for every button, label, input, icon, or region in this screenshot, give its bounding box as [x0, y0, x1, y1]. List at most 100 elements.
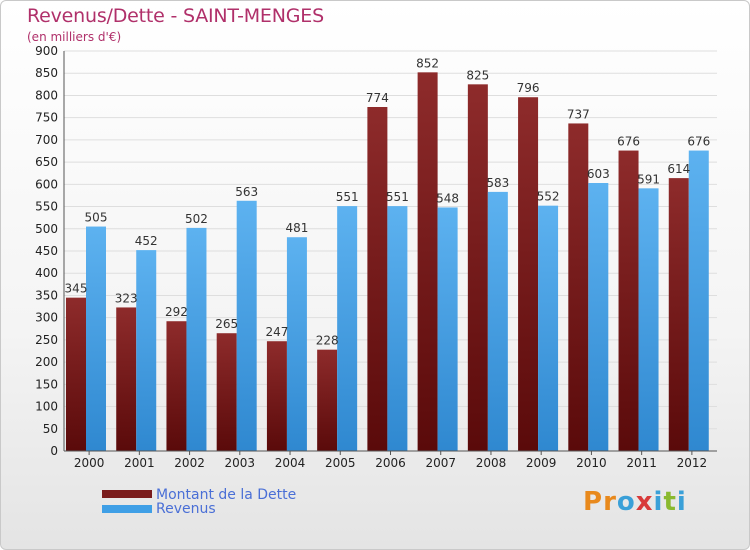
- bar-revenue: [186, 227, 207, 451]
- value-label-debt: 247: [265, 325, 288, 339]
- value-label-debt: 796: [517, 81, 540, 95]
- x-tick-label: 2002: [174, 456, 205, 470]
- y-tick-label: 900: [35, 44, 58, 58]
- logo-letter: i: [676, 487, 687, 517]
- bar-debt: [417, 72, 438, 451]
- y-tick-label: 0: [50, 444, 58, 458]
- bar-debt: [618, 150, 639, 452]
- bar-debt: [317, 349, 338, 451]
- bar-revenue: [286, 237, 307, 451]
- bar-debt: [266, 341, 287, 451]
- bar-debt: [467, 84, 488, 451]
- value-label-debt: 614: [667, 162, 690, 176]
- legend-swatch-revenue: [102, 505, 152, 513]
- y-tick-label: 200: [35, 355, 58, 369]
- x-tick-label: 2009: [526, 456, 557, 470]
- value-label-debt: 292: [165, 305, 188, 319]
- y-tick-label: 350: [35, 288, 58, 302]
- y-tick-label: 250: [35, 333, 58, 347]
- bar-debt: [166, 321, 187, 451]
- legend-label-debt: Montant de la Dette: [156, 487, 297, 503]
- value-label-revenue: 563: [235, 185, 258, 199]
- logo-letter: o: [616, 487, 636, 517]
- bar-revenue: [538, 205, 559, 451]
- logo-letter: r: [603, 487, 617, 517]
- bar-debt: [216, 333, 237, 451]
- bar-revenue: [638, 188, 659, 452]
- value-label-revenue: 676: [687, 135, 710, 149]
- bar-debt: [367, 107, 388, 451]
- value-label-debt: 676: [617, 135, 640, 149]
- x-tick-label: 2001: [124, 456, 155, 470]
- axes: 0 50 100 150 200 250 300 350 400 450 500 550 600 650 7…: [35, 44, 717, 470]
- y-tick-label: 150: [35, 377, 58, 391]
- bar-revenue: [437, 207, 458, 451]
- value-label-revenue: 452: [135, 234, 158, 248]
- bar-debt: [116, 307, 137, 451]
- y-tick-label: 550: [35, 200, 58, 214]
- chart-title: Revenus/Dette - SAINT-MENGES: [27, 5, 324, 27]
- y-tick-label: 300: [35, 311, 58, 325]
- y-tick-label: 750: [35, 111, 58, 125]
- value-label-debt: 774: [366, 91, 389, 105]
- value-label-debt: 825: [466, 68, 489, 82]
- logo-letter: t: [663, 487, 677, 517]
- y-tick-label: 50: [43, 422, 58, 436]
- value-label-debt: 265: [215, 317, 238, 331]
- value-label-debt: 345: [65, 282, 88, 296]
- value-label-revenue: 583: [486, 176, 509, 190]
- value-label-revenue: 551: [386, 190, 409, 204]
- y-tick-label: 500: [35, 222, 58, 236]
- x-tick-label: 2008: [476, 456, 507, 470]
- bar-debt: [66, 297, 86, 451]
- bar-revenue: [86, 226, 106, 451]
- value-label-revenue: 548: [436, 191, 459, 205]
- value-label-revenue: 552: [537, 190, 560, 204]
- chart-subtitle: (en milliers d'€): [27, 30, 122, 44]
- value-label-revenue: 502: [185, 212, 208, 226]
- legend-label-revenue: Revenus: [156, 501, 216, 517]
- y-tick-label: 400: [35, 266, 58, 280]
- x-tick-label: 2007: [425, 456, 456, 470]
- x-tick-label: 2004: [275, 456, 306, 470]
- bar-revenue: [337, 206, 358, 451]
- proxiti-logo: Proxiti: [583, 487, 687, 517]
- x-tick-label: 2011: [626, 456, 657, 470]
- y-tick-label: 100: [35, 400, 58, 414]
- bar-revenue: [236, 200, 257, 451]
- bar-revenue: [487, 191, 508, 451]
- y-tick-label: 800: [35, 88, 58, 102]
- logo-letter: x: [635, 487, 654, 517]
- y-tick-label: 700: [35, 133, 58, 147]
- bar-revenue: [136, 250, 157, 451]
- value-label-revenue: 505: [85, 211, 108, 225]
- bar-debt: [668, 178, 689, 451]
- bar-revenue: [387, 206, 408, 451]
- y-tick-label: 600: [35, 177, 58, 191]
- bar-revenue: [688, 150, 709, 452]
- x-tick-label: 2000: [74, 456, 105, 470]
- bar-debt: [568, 123, 589, 451]
- bar-debt: [518, 97, 539, 451]
- x-tick-label: 2012: [677, 456, 708, 470]
- y-tick-label: 450: [35, 244, 58, 258]
- x-tick-label: 2006: [375, 456, 406, 470]
- bars: [66, 72, 709, 452]
- x-tick-label: 2005: [325, 456, 356, 470]
- y-tick-label: 650: [35, 155, 58, 169]
- legend-swatch-debt: [102, 490, 152, 498]
- value-label-debt: 852: [416, 56, 439, 70]
- value-label-debt: 228: [316, 334, 339, 348]
- y-tick-label: 850: [35, 66, 58, 80]
- value-label-revenue: 551: [336, 190, 359, 204]
- value-label-debt: 323: [115, 291, 138, 305]
- value-labels: 345 505 323 452 292 502 265 563 247 481 228 551 774 5…: [65, 56, 711, 347]
- x-tick-label: 2003: [225, 456, 256, 470]
- value-label-revenue: 603: [587, 167, 610, 181]
- bar-revenue: [588, 183, 609, 451]
- value-label-revenue: 591: [637, 172, 660, 186]
- value-label-debt: 737: [567, 107, 590, 121]
- logo-letter: P: [583, 487, 604, 517]
